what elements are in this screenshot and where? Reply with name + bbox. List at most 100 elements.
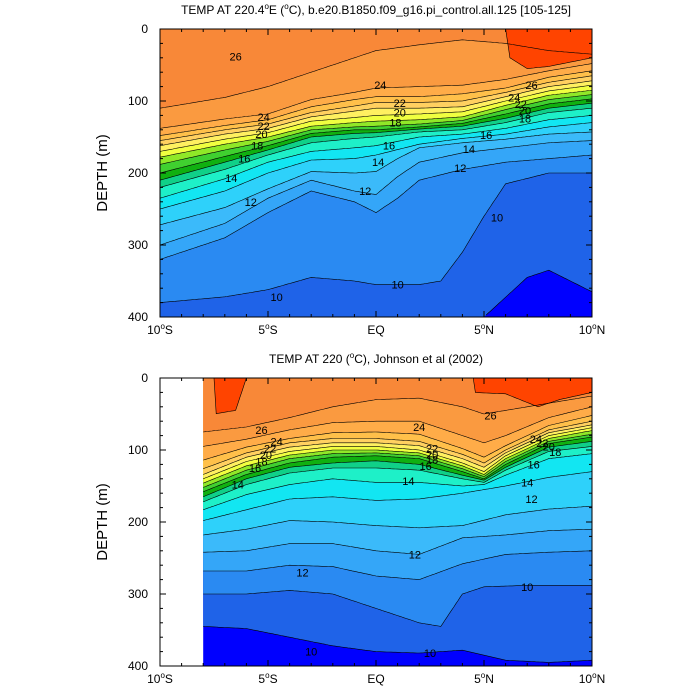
x-tick-label: EQ (367, 323, 384, 337)
isotherm-14C (159, 122, 593, 210)
isotherm-25C (203, 406, 593, 447)
isotherm-label: 12 (525, 494, 537, 506)
y-tick-label: 200 (128, 515, 148, 529)
fill-above-27C (203, 378, 592, 414)
isotherm-label: 26 (525, 80, 537, 92)
isotherm-24C (159, 70, 593, 136)
isotherm-label: 18 (519, 113, 531, 125)
isotherm-label: 10 (424, 648, 436, 660)
isotherm-label: 22 (258, 121, 270, 133)
x-tick-label: 5oS (258, 671, 277, 686)
isotherm-label: 16 (238, 154, 250, 166)
temperature-fill (160, 29, 592, 317)
isotherm-18C (159, 98, 593, 174)
chart-title: TEMP AT 220.4oE (oC), b.e20.B1850.f09_g1… (181, 2, 571, 17)
isotherm-label: 20 (426, 449, 438, 461)
isotherm-label: 22 (426, 444, 438, 456)
fill-above-27C (160, 29, 592, 69)
isotherm-18C (203, 436, 593, 493)
isotherm-label: 22 (394, 98, 406, 110)
isotherm-22C (203, 424, 593, 475)
isotherm-26C (203, 395, 593, 433)
isotherm-15C (203, 453, 593, 511)
y-tick-label: 100 (128, 443, 148, 457)
x-axis: 10oS 5oS EQ 5oN 10oN (147, 29, 605, 337)
isotherm-19C (203, 433, 593, 488)
isotherm-16C (203, 446, 593, 503)
isotherm-11C (203, 550, 593, 580)
isotherm-label: 10 (491, 213, 503, 225)
isotherm-label: 10 (521, 582, 533, 594)
isotherm-14C (203, 471, 593, 521)
isotherm-label: 22 (515, 99, 527, 111)
isotherm-label: 24 (413, 422, 425, 434)
isotherm-label: 16 (420, 461, 432, 473)
isotherm-label: 14 (232, 480, 244, 492)
isotherm-lines (203, 377, 593, 663)
isotherm-19C (159, 94, 593, 165)
isotherm-label: 20 (255, 129, 267, 141)
y-tick-label: 100 (128, 94, 148, 108)
isotherm-26C (159, 39, 593, 109)
isotherm-12C (159, 140, 593, 246)
isotherm-label: 12 (409, 549, 421, 561)
isotherm-label: 24 (508, 92, 520, 104)
isotherm-24C (203, 415, 593, 461)
isotherm-label: 12 (454, 163, 466, 175)
fill-above-26C (160, 29, 592, 109)
isotherm-label: 10 (391, 280, 403, 292)
x-tick-label: 10oN (579, 322, 605, 337)
isotherm-21C (203, 427, 593, 480)
isotherm-label: 14 (521, 477, 533, 489)
isotherm-label: 20 (519, 105, 531, 117)
isotherm-16C (159, 107, 593, 188)
x-tick-label: 5oN (474, 671, 494, 686)
isotherm-label: 16 (249, 463, 261, 475)
isotherm-label: 20 (543, 441, 555, 453)
isotherm-17C (203, 441, 593, 498)
isotherm-label: 18 (389, 118, 401, 130)
isotherm-label: 18 (255, 457, 267, 469)
y-tick-label: 0 (141, 371, 148, 385)
isotherm-17C (159, 102, 593, 181)
chart-title: TEMP AT 220 (oC), Johnson et al (2002) (269, 351, 483, 366)
isotherm-label: 18 (549, 447, 561, 459)
isotherm-23C (159, 75, 593, 141)
isotherm-9C (485, 269, 593, 316)
isotherm-label: 16 (480, 130, 492, 142)
isotherm-label: 14 (225, 173, 237, 185)
y-axis-title: DEPTH (m) (94, 483, 111, 561)
isotherm-15C (159, 115, 593, 199)
isotherm-label: 26 (255, 425, 267, 437)
isotherm-22C (159, 80, 593, 146)
isotherm-21C (159, 84, 593, 152)
y-tick-label: 0 (141, 22, 148, 36)
isotherm-label: 24 (258, 112, 270, 124)
isotherm-13C (159, 131, 593, 226)
isotherm-label: 24 (374, 80, 386, 92)
isotherm-label: 18 (426, 454, 438, 466)
isotherm-label: 16 (383, 141, 395, 153)
isotherm-25C (159, 63, 593, 129)
isotherm-10C (159, 172, 592, 303)
isotherm-12C (203, 528, 593, 555)
isotherm-label: 12 (296, 567, 308, 579)
y-tick-label: 400 (128, 310, 148, 324)
isotherm-label: 26 (229, 51, 241, 63)
isotherm-label: 22 (536, 438, 548, 450)
isotherm-label: 12 (245, 197, 257, 209)
y-tick-label: 300 (128, 587, 148, 601)
isotherm-label: 12 (359, 186, 371, 198)
y-tick-label: 200 (128, 166, 148, 180)
y-tick-label: 400 (128, 659, 148, 673)
isotherm-label: 24 (271, 436, 283, 448)
isotherm-label: 10 (305, 647, 317, 659)
lower-panel: 2624222018161424262220181614121224222018… (94, 351, 605, 686)
isotherm-label: 10 (271, 292, 283, 304)
y-axis: 0 100 200 300 400 DEPTH (m) (94, 22, 592, 324)
isotherm-11C (159, 154, 593, 260)
isotherm-20C (159, 89, 593, 158)
isotherm-23C (203, 420, 593, 469)
